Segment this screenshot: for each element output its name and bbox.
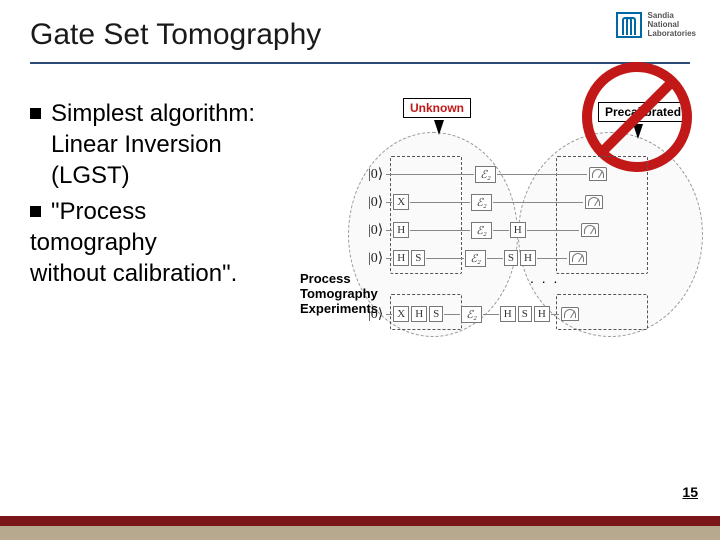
gate-h: H	[411, 306, 427, 322]
logo-line3: Laboratories	[648, 30, 696, 39]
slide-title: Gate Set Tomography	[30, 18, 321, 52]
gate-h: H	[393, 222, 409, 238]
e-gate: ℰ₂	[461, 306, 481, 323]
measurement-icon	[561, 307, 579, 321]
measurement-icon	[589, 167, 607, 181]
gate-x: X	[393, 194, 409, 210]
circuit-row: |0⟩ ℰ₂	[368, 162, 607, 186]
footer-bar-top	[0, 516, 720, 526]
circuit-row: |0⟩HSℰ₂SH	[368, 246, 587, 270]
circuit-row: |0⟩XHSℰ₂HSH	[368, 302, 579, 326]
ket-zero: |0⟩	[368, 250, 383, 267]
ket-zero: |0⟩	[368, 166, 383, 183]
slide: Gate Set Tomography Sandia National Labo…	[0, 0, 720, 540]
measurement-icon	[581, 223, 599, 237]
bullet-2-lead: "Process	[51, 196, 146, 227]
e-gate: ℰ₂	[471, 222, 491, 239]
e-gate: ℰ₂	[475, 166, 495, 183]
label-unknown: Unknown	[403, 98, 471, 118]
page-number: 15	[682, 484, 698, 500]
diagram: Unknown Precalibrated Process Tomography…	[330, 80, 710, 370]
content-bullets: Simplest algorithm: Linear Inversion (LG…	[30, 98, 330, 289]
gate-s: S	[518, 306, 532, 322]
gate-h: H	[534, 306, 550, 322]
circuit-row: |0⟩ X ℰ₂	[368, 190, 603, 214]
process-tomography-label: Process Tomography Experiments	[300, 272, 378, 317]
bullet-1-lead: Simplest algorithm:	[51, 98, 255, 129]
bullet-1-cont-2: (LGST)	[51, 160, 330, 191]
pt-label-1: Process	[300, 272, 378, 287]
bullet-2-cont-1: tomography	[30, 227, 330, 258]
bullet-1-cont-1: Linear Inversion	[51, 129, 330, 160]
gate-s: S	[504, 250, 518, 266]
ket-zero: |0⟩	[368, 306, 383, 323]
measurement-icon	[569, 251, 587, 265]
ellipsis-dots: . . .	[530, 270, 559, 286]
pt-label-3: Experiments	[300, 302, 378, 317]
gate-s: S	[411, 250, 425, 266]
ket-zero: |0⟩	[368, 194, 383, 211]
gate-h: H	[393, 250, 409, 266]
bullet-square-icon	[30, 206, 41, 217]
gate-h: H	[520, 250, 536, 266]
bullet-2: "Process	[30, 196, 330, 227]
sandia-logo: Sandia National Laboratories	[616, 12, 696, 38]
measurement-icon	[585, 195, 603, 209]
bullet-1: Simplest algorithm:	[30, 98, 330, 129]
footer-bar-bottom	[0, 526, 720, 540]
arrow-down-icon	[434, 120, 444, 135]
pt-label-2: Tomography	[300, 287, 378, 302]
sandia-logo-text: Sandia National Laboratories	[648, 12, 696, 38]
gate-s: S	[429, 306, 443, 322]
e-gate: ℰ₂	[471, 194, 491, 211]
bullet-square-icon	[30, 108, 41, 119]
ket-zero: |0⟩	[368, 222, 383, 239]
bullet-2-cont-2: without calibration".	[30, 258, 330, 289]
gate-h: H	[510, 222, 526, 238]
circuit-row: |0⟩ H ℰ₂ H	[368, 218, 599, 242]
gate-h: H	[500, 306, 516, 322]
e-gate: ℰ₂	[465, 250, 485, 267]
gate-x: X	[393, 306, 409, 322]
sandia-logo-icon	[616, 12, 642, 38]
